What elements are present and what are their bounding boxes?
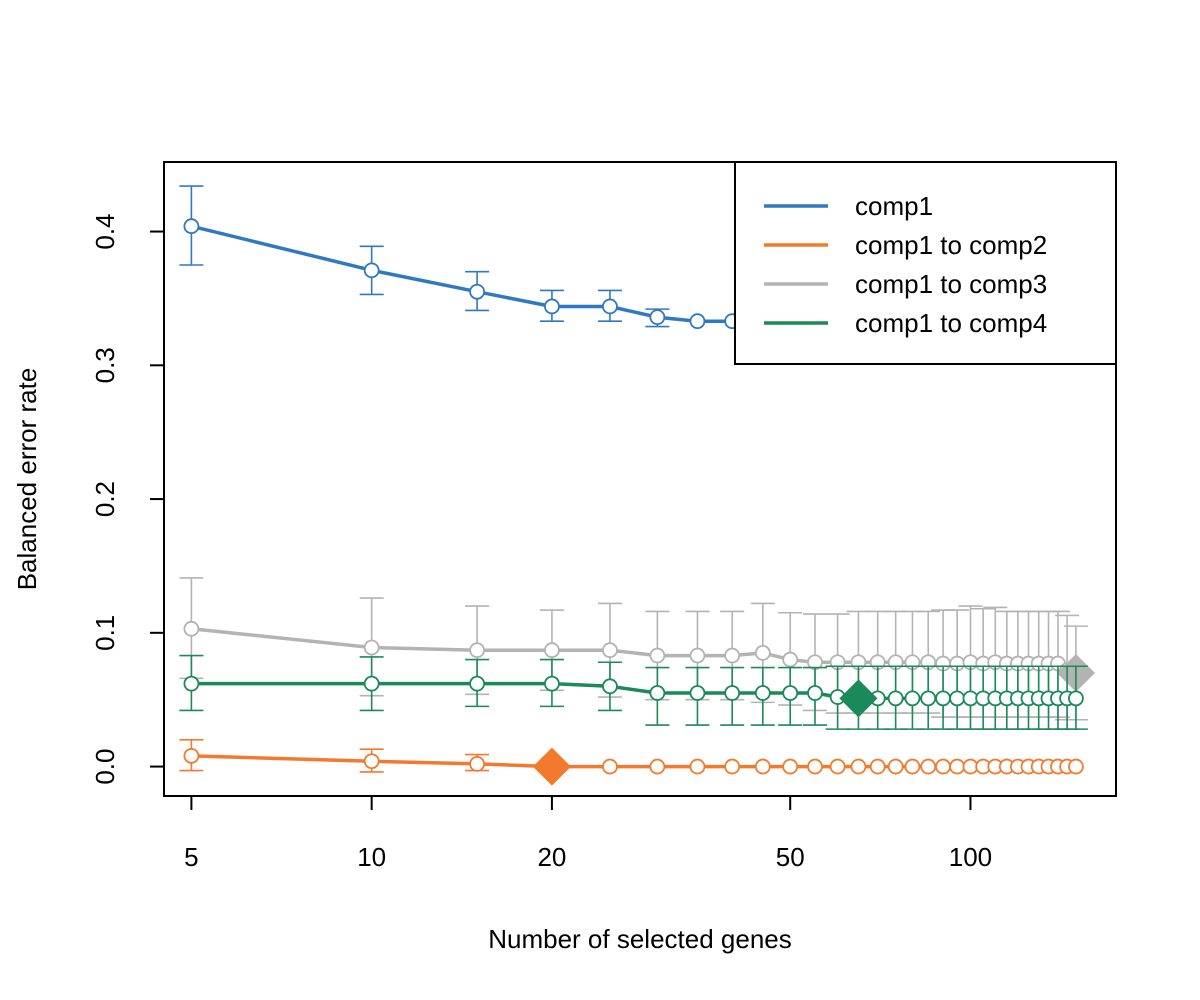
data-point (649, 685, 666, 701)
series-line (190, 224, 733, 323)
data-point (782, 758, 799, 775)
data-point (904, 690, 921, 707)
data-point (782, 651, 799, 668)
data-point (935, 690, 951, 707)
data-point (807, 685, 823, 701)
data-point (754, 685, 771, 701)
x-axis-title: Number of selected genes (488, 924, 792, 954)
data-point (949, 690, 966, 707)
data-point (469, 675, 486, 692)
data-point (544, 298, 560, 315)
data-point (183, 218, 200, 235)
data-point (602, 758, 618, 775)
x-axis: 5 10 20 50 100 (184, 795, 992, 872)
legend-label: comp1 to comp4 (855, 308, 1047, 338)
data-point (602, 678, 618, 695)
data-point (689, 313, 706, 330)
data-point (363, 639, 380, 656)
data-point (602, 642, 618, 659)
data-point (183, 675, 200, 692)
y-tick-label: 0.4 (90, 213, 120, 249)
x-tick-label: 100 (949, 842, 992, 872)
x-tick-label: 50 (776, 842, 805, 872)
data-point (724, 685, 741, 701)
data-point (782, 685, 799, 701)
legend-box (734, 161, 1117, 365)
legend: comp1 comp1 to comp2 comp1 to comp3 comp1 t… (734, 161, 1117, 365)
data-point (183, 620, 200, 637)
data-point (363, 753, 380, 770)
series-1 (179, 185, 741, 330)
data-point (949, 758, 966, 775)
y-axis-title: Balanced error rate (12, 368, 42, 591)
data-point (544, 675, 560, 692)
data-point (469, 283, 486, 300)
data-point (544, 642, 560, 659)
data-point (689, 647, 706, 664)
data-point (689, 758, 706, 775)
data-point (649, 309, 666, 326)
data-point (920, 758, 937, 775)
x-tick-label: 5 (184, 842, 198, 872)
data-point (724, 647, 741, 664)
data-point (1068, 758, 1084, 775)
data-point (935, 758, 951, 775)
y-axis: 0.0 0.1 0.2 0.3 0.4 (90, 213, 165, 785)
data-point (807, 758, 823, 775)
data-point (829, 758, 846, 775)
data-point (649, 758, 666, 775)
y-tick-label: 0.1 (90, 615, 120, 651)
legend-label: comp1 to comp3 (855, 269, 1047, 299)
data-point (183, 747, 200, 764)
y-tick-label: 0.3 (90, 347, 120, 383)
x-tick-label: 20 (537, 842, 566, 872)
optimal-marker (839, 679, 878, 718)
data-point (689, 685, 706, 701)
data-point (469, 642, 486, 659)
series-2 (179, 739, 1084, 786)
y-tick-label: 0.0 (90, 748, 120, 784)
data-point (754, 644, 771, 661)
data-point (887, 690, 904, 707)
data-point (850, 758, 867, 775)
x-tick-label: 10 (357, 842, 386, 872)
series-layer (179, 185, 1095, 786)
data-point (869, 758, 886, 775)
data-point (904, 758, 921, 775)
data-point (887, 758, 904, 775)
legend-label: comp1 (855, 191, 933, 221)
y-tick-label: 0.2 (90, 481, 120, 517)
data-point (1068, 690, 1084, 707)
data-point (724, 758, 741, 775)
data-point (602, 298, 618, 315)
data-point (649, 647, 666, 664)
optimal-marker (532, 747, 571, 786)
data-point (920, 690, 937, 707)
data-point (363, 262, 380, 279)
series-4 (179, 654, 1088, 730)
data-point (363, 675, 380, 692)
legend-label: comp1 to comp2 (855, 230, 1047, 260)
data-point (469, 755, 486, 772)
data-point (754, 758, 771, 775)
